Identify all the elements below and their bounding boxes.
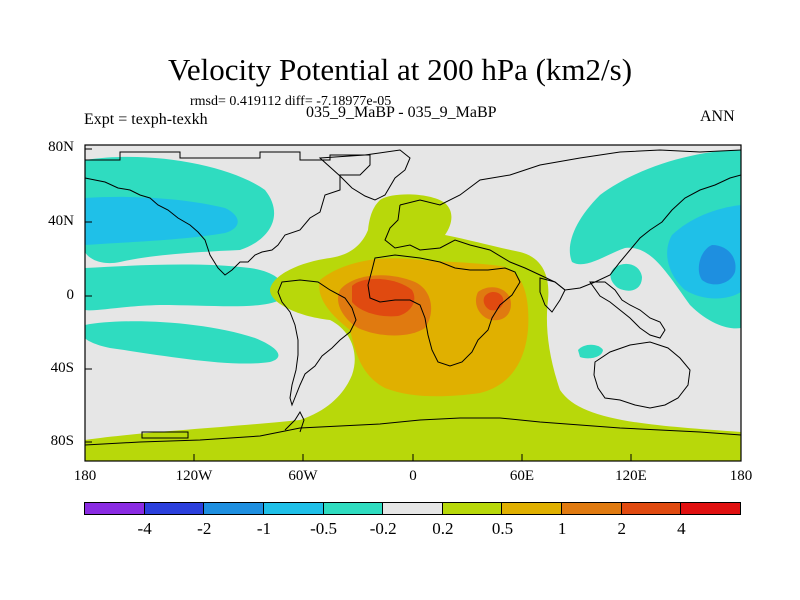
colorbar-label-6: 0.5 <box>491 519 514 538</box>
coastline-south-america <box>277 279 357 407</box>
coastline-india <box>539 277 566 313</box>
colorbar-label-8: 2 <box>617 519 626 538</box>
colorbar <box>84 502 742 515</box>
lon-label-180-left: 180 <box>73 468 97 484</box>
contour-negative-indian-south <box>578 344 603 359</box>
colorbar-box-1 <box>143 502 205 515</box>
contour-redorange-africa-core <box>352 278 415 317</box>
colorbar-box-7 <box>501 502 563 515</box>
case-label: 035_9_MaBP - 035_9_MaBP <box>306 104 497 121</box>
colorbar-box-3 <box>262 502 324 515</box>
coastline-australia <box>593 341 691 409</box>
colorbar-box-6 <box>441 502 503 515</box>
colorbar-box-8 <box>561 502 622 515</box>
lat-label-80s: 80S <box>50 433 74 449</box>
lon-label-120e: 120E <box>615 468 647 484</box>
lat-label-40n: 40N <box>48 213 74 229</box>
colorbar-box-4 <box>322 502 384 515</box>
coastline-north-america <box>85 151 371 276</box>
season-label: ANN <box>700 108 735 125</box>
coastline-antarctic-peninsula <box>284 410 305 433</box>
contour-cyan-north-pacific <box>85 196 238 245</box>
lon-label-120w: 120W <box>175 468 213 484</box>
lon-label-180-right: 180 <box>729 468 753 484</box>
lat-label-40s: 40S <box>50 360 74 376</box>
lon-label-60w: 60W <box>288 468 318 484</box>
contour-blue-west-pacific-core <box>698 245 736 285</box>
colorbar-box-9 <box>620 502 682 515</box>
colorbar-label-0: -4 <box>137 519 152 538</box>
contour-negative-indian-small <box>610 263 642 291</box>
lat-label-80n: 80N <box>48 139 74 155</box>
colorbar-label-1: -2 <box>197 519 212 538</box>
coastline-island-south-pacific <box>141 431 189 439</box>
experiment-label: Expt = texph-texkh <box>84 111 208 128</box>
coastline-se-asia <box>589 281 666 339</box>
lat-label-0: 0 <box>66 287 75 303</box>
colorbar-box-10 <box>680 502 742 515</box>
colorbar-box-2 <box>203 502 264 515</box>
contour-redorange-arabia-core <box>483 292 504 311</box>
colorbar-label-7: 1 <box>557 519 567 538</box>
colorbar-label-9: 4 <box>677 519 686 538</box>
lon-label-60e: 60E <box>509 468 535 484</box>
colorbar-label-2: -1 <box>256 519 271 538</box>
map-title: Velocity Potential at 200 hPa (km2/s) <box>167 52 633 87</box>
colorbar-box-0 <box>84 502 145 515</box>
coastlines <box>85 149 741 446</box>
colorbar-label-4: -0.2 <box>369 519 397 538</box>
coastline-africa <box>367 254 521 367</box>
coastline-greenland <box>318 149 411 201</box>
colorbar-label-3: -0.5 <box>310 519 337 538</box>
lon-label-0: 0 <box>409 468 417 484</box>
stats-line: rmsd= 0.419112 diff= -7.18977e-05 <box>190 94 392 109</box>
contour-negative-east-pacific-south <box>85 321 279 364</box>
axis-ticks <box>85 148 632 461</box>
coastline-antarctica <box>85 417 741 446</box>
colorbar-label-5: 0.2 <box>432 519 454 538</box>
contour-negative-pacific-band <box>85 264 285 311</box>
colorbar-box-5 <box>382 502 443 515</box>
